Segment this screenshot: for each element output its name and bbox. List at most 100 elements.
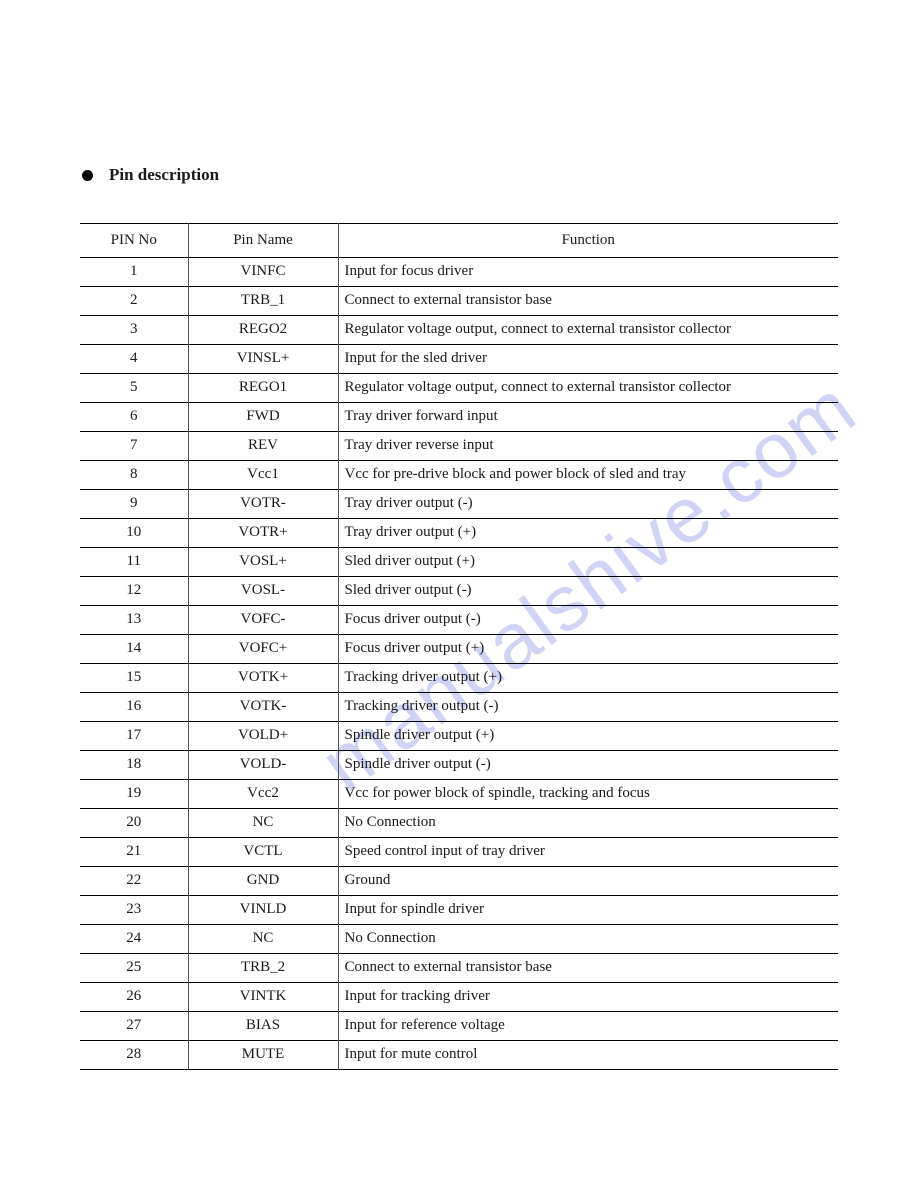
cell-pinno: 8 bbox=[80, 461, 188, 490]
cell-pinname: TRB_1 bbox=[188, 287, 338, 316]
cell-pinno: 15 bbox=[80, 664, 188, 693]
document-page: manualshive.com Pin description PIN No P… bbox=[0, 0, 918, 1130]
cell-pinno: 18 bbox=[80, 751, 188, 780]
cell-function: Focus driver output (-) bbox=[338, 606, 838, 635]
cell-pinname: VOFC+ bbox=[188, 635, 338, 664]
column-header-function: Function bbox=[338, 224, 838, 258]
section-title: Pin description bbox=[109, 165, 219, 185]
cell-pinname: REGO1 bbox=[188, 374, 338, 403]
table-row: 4VINSL+Input for the sled driver bbox=[80, 345, 838, 374]
table-row: 1VINFCInput for focus driver bbox=[80, 258, 838, 287]
cell-pinno: 26 bbox=[80, 983, 188, 1012]
cell-pinname: REGO2 bbox=[188, 316, 338, 345]
cell-function: No Connection bbox=[338, 809, 838, 838]
cell-pinname: REV bbox=[188, 432, 338, 461]
cell-function: Sled driver output (-) bbox=[338, 577, 838, 606]
cell-pinname: VINTK bbox=[188, 983, 338, 1012]
cell-pinname: FWD bbox=[188, 403, 338, 432]
cell-pinno: 12 bbox=[80, 577, 188, 606]
table-row: 8Vcc1Vcc for pre-drive block and power b… bbox=[80, 461, 838, 490]
cell-pinname: VOTK+ bbox=[188, 664, 338, 693]
table-row: 23VINLDInput for spindle driver bbox=[80, 896, 838, 925]
cell-pinno: 22 bbox=[80, 867, 188, 896]
table-row: 19Vcc2Vcc for power block of spindle, tr… bbox=[80, 780, 838, 809]
cell-pinname: Vcc1 bbox=[188, 461, 338, 490]
table-row: 27BIASInput for reference voltage bbox=[80, 1012, 838, 1041]
table-row: 12VOSL-Sled driver output (-) bbox=[80, 577, 838, 606]
cell-pinno: 1 bbox=[80, 258, 188, 287]
table-row: 25TRB_2Connect to external transistor ba… bbox=[80, 954, 838, 983]
column-header-pinno: PIN No bbox=[80, 224, 188, 258]
table-row: 13VOFC-Focus driver output (-) bbox=[80, 606, 838, 635]
cell-pinno: 5 bbox=[80, 374, 188, 403]
cell-function: Input for focus driver bbox=[338, 258, 838, 287]
cell-function: Connect to external transistor base bbox=[338, 287, 838, 316]
cell-function: Focus driver output (+) bbox=[338, 635, 838, 664]
cell-pinno: 16 bbox=[80, 693, 188, 722]
cell-pinno: 19 bbox=[80, 780, 188, 809]
bullet-icon bbox=[82, 170, 93, 181]
cell-pinno: 23 bbox=[80, 896, 188, 925]
cell-function: Connect to external transistor base bbox=[338, 954, 838, 983]
cell-pinno: 2 bbox=[80, 287, 188, 316]
cell-function: Input for tracking driver bbox=[338, 983, 838, 1012]
cell-pinno: 27 bbox=[80, 1012, 188, 1041]
cell-pinno: 28 bbox=[80, 1041, 188, 1070]
cell-function: Tracking driver output (+) bbox=[338, 664, 838, 693]
cell-pinno: 17 bbox=[80, 722, 188, 751]
cell-pinno: 11 bbox=[80, 548, 188, 577]
column-header-pinname: Pin Name bbox=[188, 224, 338, 258]
cell-function: Input for spindle driver bbox=[338, 896, 838, 925]
cell-pinname: BIAS bbox=[188, 1012, 338, 1041]
table-row: 24NCNo Connection bbox=[80, 925, 838, 954]
table-row: 3REGO2Regulator voltage output, connect … bbox=[80, 316, 838, 345]
cell-function: Tray driver output (+) bbox=[338, 519, 838, 548]
table-row: 17VOLD+Spindle driver output (+) bbox=[80, 722, 838, 751]
cell-pinno: 21 bbox=[80, 838, 188, 867]
cell-pinname: TRB_2 bbox=[188, 954, 338, 983]
table-row: 20NCNo Connection bbox=[80, 809, 838, 838]
cell-pinno: 7 bbox=[80, 432, 188, 461]
cell-pinno: 25 bbox=[80, 954, 188, 983]
table-row: 15VOTK+Tracking driver output (+) bbox=[80, 664, 838, 693]
cell-pinno: 4 bbox=[80, 345, 188, 374]
table-row: 7REVTray driver reverse input bbox=[80, 432, 838, 461]
cell-pinno: 10 bbox=[80, 519, 188, 548]
cell-pinname: VOTK- bbox=[188, 693, 338, 722]
cell-pinname: NC bbox=[188, 925, 338, 954]
cell-pinname: VOLD- bbox=[188, 751, 338, 780]
cell-pinname: Vcc2 bbox=[188, 780, 338, 809]
table-row: 2TRB_1Connect to external transistor bas… bbox=[80, 287, 838, 316]
cell-function: Spindle driver output (+) bbox=[338, 722, 838, 751]
cell-function: Vcc for power block of spindle, tracking… bbox=[338, 780, 838, 809]
cell-function: Vcc for pre-drive block and power block … bbox=[338, 461, 838, 490]
table-row: 21VCTLSpeed control input of tray driver bbox=[80, 838, 838, 867]
cell-pinno: 13 bbox=[80, 606, 188, 635]
cell-pinname: VOFC- bbox=[188, 606, 338, 635]
table-row: 9VOTR-Tray driver output (-) bbox=[80, 490, 838, 519]
table-row: 18VOLD-Spindle driver output (-) bbox=[80, 751, 838, 780]
cell-function: Spindle driver output (-) bbox=[338, 751, 838, 780]
table-row: 22GNDGround bbox=[80, 867, 838, 896]
cell-function: Regulator voltage output, connect to ext… bbox=[338, 374, 838, 403]
cell-pinno: 3 bbox=[80, 316, 188, 345]
table-row: 14VOFC+Focus driver output (+) bbox=[80, 635, 838, 664]
cell-function: Tray driver reverse input bbox=[338, 432, 838, 461]
cell-function: No Connection bbox=[338, 925, 838, 954]
cell-function: Ground bbox=[338, 867, 838, 896]
table-row: 28MUTEInput for mute control bbox=[80, 1041, 838, 1070]
cell-function: Input for reference voltage bbox=[338, 1012, 838, 1041]
cell-function: Input for the sled driver bbox=[338, 345, 838, 374]
cell-pinname: VINFC bbox=[188, 258, 338, 287]
table-row: 6FWDTray driver forward input bbox=[80, 403, 838, 432]
cell-pinname: VCTL bbox=[188, 838, 338, 867]
cell-pinname: VOTR- bbox=[188, 490, 338, 519]
cell-pinno: 14 bbox=[80, 635, 188, 664]
section-header: Pin description bbox=[82, 165, 838, 185]
cell-function: Speed control input of tray driver bbox=[338, 838, 838, 867]
cell-pinname: VINLD bbox=[188, 896, 338, 925]
cell-function: Regulator voltage output, connect to ext… bbox=[338, 316, 838, 345]
cell-pinname: MUTE bbox=[188, 1041, 338, 1070]
cell-pinname: VOTR+ bbox=[188, 519, 338, 548]
table-row: 5REGO1Regulator voltage output, connect … bbox=[80, 374, 838, 403]
